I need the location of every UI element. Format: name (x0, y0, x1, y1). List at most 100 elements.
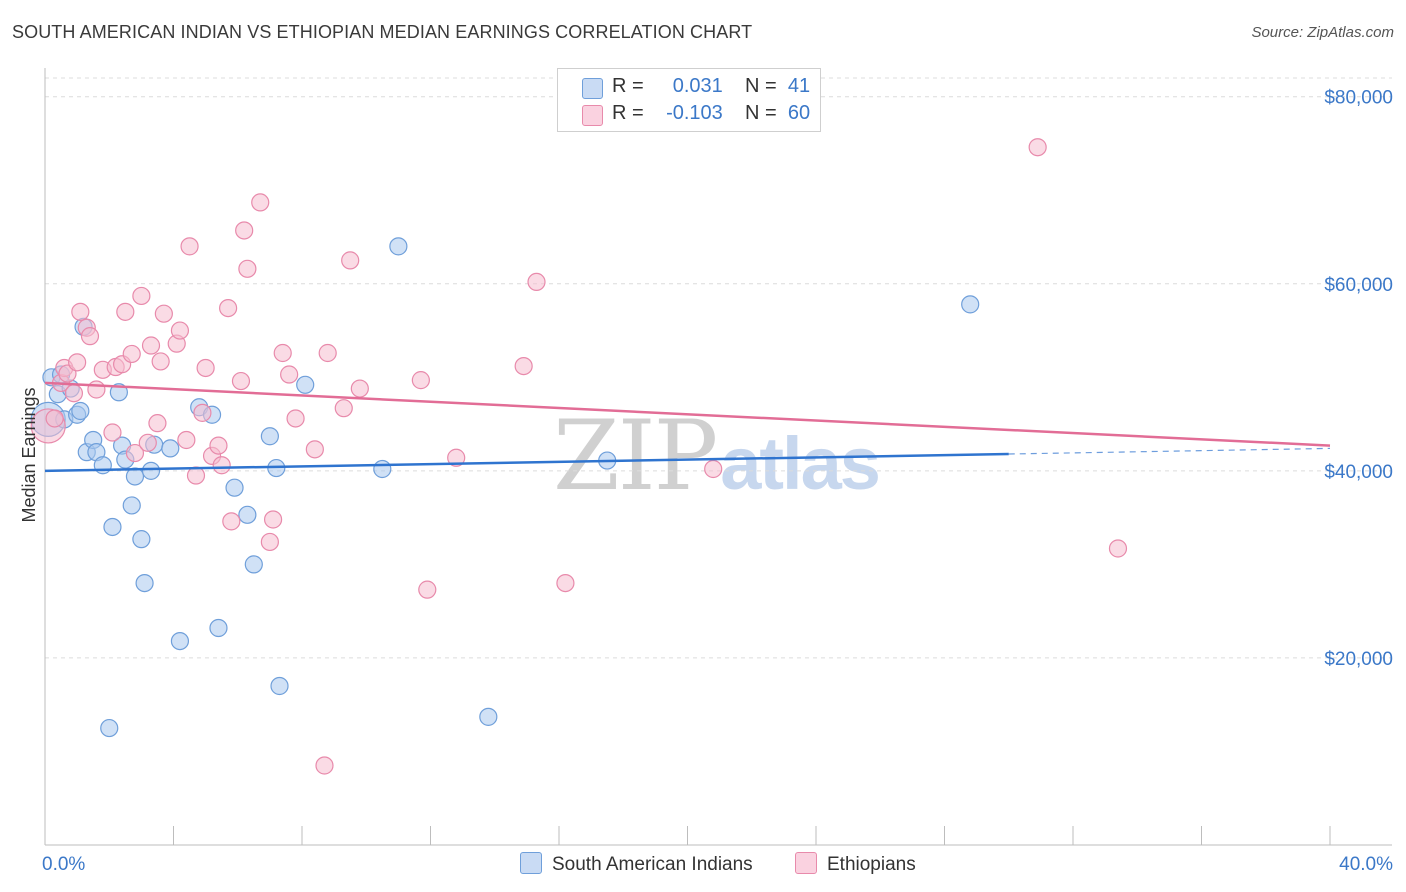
data-point (151, 352, 170, 371)
data-point (373, 459, 392, 479)
data-point (103, 517, 122, 537)
trend-line-south-american-indians (44, 452, 1009, 473)
source-label: Source: ZipAtlas.com (1251, 24, 1394, 41)
data-point (109, 383, 128, 402)
legend-r-label: R = (612, 75, 644, 97)
legend-stats-blue: R = 0.031 N = 41 (612, 75, 810, 98)
data-point (341, 251, 360, 270)
data-point (479, 707, 498, 726)
data-point (71, 401, 90, 421)
data-point (1028, 138, 1047, 157)
data-point (238, 505, 257, 524)
data-point (280, 365, 299, 384)
data-point (135, 573, 154, 593)
data-point (225, 478, 244, 497)
data-point (286, 409, 305, 428)
data-point (122, 496, 141, 515)
data-point (961, 295, 980, 314)
data-point (186, 466, 206, 485)
data-point (161, 439, 180, 458)
data-point (527, 272, 546, 292)
trend-line-south-american-indians-extension (1008, 447, 1331, 455)
data-point (132, 286, 151, 306)
data-point (263, 510, 283, 529)
bottom-legend-ethiopians: Ethiopians (795, 852, 916, 876)
data-point (251, 193, 270, 212)
data-point (219, 299, 238, 318)
data-point (389, 237, 408, 256)
bottom-legend-swatch-pink (795, 852, 817, 874)
y-tick-label: $20,000 (1324, 649, 1393, 670)
legend-n-value: 60 (787, 102, 811, 124)
y-axis-title: Median Earnings (19, 387, 39, 522)
data-point (100, 718, 119, 738)
data-point (64, 384, 84, 403)
data-point (138, 433, 157, 452)
data-point (260, 427, 279, 446)
y-tick-label: $40,000 (1324, 462, 1393, 483)
data-point (260, 532, 279, 552)
y-tick-label: $80,000 (1324, 88, 1393, 109)
data-point (196, 358, 215, 378)
data-point (148, 414, 167, 433)
bottom-legend-label-pink: Ethiopians (827, 854, 916, 875)
data-point (334, 399, 353, 418)
legend-n-label: N = (745, 102, 777, 124)
data-point (154, 304, 173, 323)
bottom-legend-south-american-indians: South American Indians (520, 852, 753, 876)
data-point (170, 631, 190, 651)
bottom-legend-swatch-blue (520, 852, 542, 874)
legend-swatch-blue (582, 78, 603, 99)
data-point (125, 467, 145, 486)
data-point (1108, 539, 1128, 558)
y-tick-label: $60,000 (1324, 275, 1393, 296)
data-point (447, 448, 466, 467)
axes (44, 68, 1392, 846)
data-point (270, 676, 289, 696)
data-point (318, 343, 337, 363)
data-point (125, 443, 145, 463)
data-point (418, 580, 437, 599)
data-point (193, 403, 212, 422)
data-point (170, 321, 190, 340)
watermark: ZIPatlas (553, 400, 881, 512)
data-point (273, 343, 292, 363)
data-point (45, 409, 64, 428)
data-point (180, 237, 199, 256)
data-point (222, 512, 241, 531)
data-point (315, 756, 334, 775)
data-point (350, 379, 369, 398)
data-point (103, 423, 122, 442)
legend-swatch-pink (582, 105, 603, 126)
data-point (209, 618, 228, 638)
trend-lines (44, 381, 1331, 473)
x-tick-label-min: 0.0% (42, 854, 85, 875)
data-point (556, 573, 575, 593)
data-point (244, 555, 263, 574)
legend-n-value: 41 (787, 75, 811, 97)
data-point (235, 221, 254, 240)
legend-stats-pink: R = -0.103 N = 60 (612, 102, 810, 125)
legend-r-value: -0.103 (666, 102, 723, 124)
legend-n-label: N = (745, 75, 777, 97)
legend-r-value: 0.031 (672, 75, 723, 97)
series-south-american-indians (30, 237, 980, 738)
data-point (704, 459, 723, 479)
data-point (132, 530, 151, 549)
x-tick-label-max: 40.0% (1339, 854, 1393, 875)
data-point (177, 430, 196, 450)
data-point (209, 436, 228, 455)
series-ethiopians (30, 138, 1128, 775)
data-point (87, 380, 106, 399)
data-point (411, 371, 430, 390)
data-point (296, 375, 315, 394)
data-point (122, 344, 141, 364)
data-point (68, 353, 87, 372)
data-point (116, 302, 135, 321)
data-point (141, 461, 161, 480)
legend-r-label: R = (612, 102, 644, 124)
data-point (231, 371, 251, 391)
watermark-atlas: atlas (720, 422, 881, 505)
grid-lines (45, 77, 1392, 659)
